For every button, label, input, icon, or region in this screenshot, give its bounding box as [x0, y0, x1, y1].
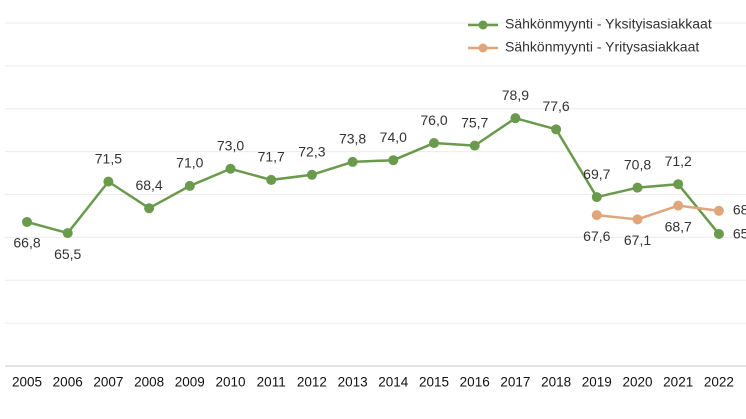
- data-point: [469, 140, 480, 151]
- data-point: [388, 155, 399, 166]
- series-line: [596, 204, 720, 221]
- legend-label: Sähkönmyynti - Yksityisasiakkaat: [505, 16, 712, 32]
- data-point: [184, 180, 195, 191]
- data-point: [591, 192, 602, 203]
- data-point: [225, 163, 236, 174]
- x-tick-label: 2021: [663, 375, 693, 390]
- x-tick-label: 2011: [257, 375, 286, 390]
- x-tick-label: 2010: [215, 375, 245, 390]
- x-tick-label: 2017: [500, 375, 530, 390]
- data-label: 76,0: [420, 112, 447, 128]
- data-label: 67,6: [583, 228, 610, 244]
- x-tick-label: 2005: [12, 375, 42, 390]
- data-point: [62, 228, 73, 239]
- data-label: 68: [733, 201, 746, 217]
- data-label: 73,0: [217, 137, 244, 153]
- data-point: [632, 214, 643, 225]
- series-line: [26, 116, 720, 235]
- x-tick-label: 2012: [297, 375, 327, 390]
- x-tick-label: 2014: [378, 375, 409, 390]
- data-point: [713, 205, 724, 216]
- data-point: [713, 228, 724, 239]
- data-label: 75,7: [461, 114, 488, 130]
- legend-label: Sähkönmyynti - Yritysasiakkaat: [505, 39, 699, 55]
- data-point: [306, 169, 317, 180]
- data-point: [266, 174, 277, 185]
- data-label: 71,2: [665, 153, 692, 169]
- x-tick-label: 2018: [541, 375, 571, 390]
- data-point: [429, 138, 439, 149]
- data-label: 72,3: [298, 143, 325, 159]
- data-point: [510, 113, 521, 124]
- data-label: 68,4: [135, 177, 162, 193]
- data-label: 67,1: [624, 232, 651, 248]
- data-label: 74,0: [380, 129, 407, 145]
- x-tick-label: 2020: [622, 375, 652, 390]
- x-tick-label: 2008: [134, 375, 164, 390]
- x-tick-label: 2019: [582, 375, 612, 390]
- data-point: [673, 179, 684, 190]
- data-label: 65,5: [54, 246, 81, 262]
- data-label: 73,8: [339, 131, 366, 147]
- data-label: 68,7: [665, 218, 692, 234]
- data-point: [144, 203, 155, 214]
- x-tick-label: 2007: [93, 375, 123, 390]
- x-tick-label: 2022: [704, 375, 734, 390]
- data-label: 70,8: [624, 156, 651, 172]
- data-label: 71,7: [258, 149, 285, 165]
- data-point: [673, 200, 684, 211]
- data-label: 66,8: [13, 235, 40, 251]
- x-tick-label: 2009: [175, 375, 205, 390]
- data-label: 69,7: [583, 166, 610, 182]
- legend-marker: [478, 20, 488, 30]
- x-tick-label: 2015: [419, 375, 449, 390]
- data-label: 78,9: [502, 87, 529, 103]
- x-tick-label: 2016: [460, 375, 490, 390]
- data-label: 77,6: [542, 98, 569, 114]
- data-label: 71,5: [95, 150, 122, 166]
- data-point: [103, 176, 114, 187]
- data-label: 65: [733, 226, 746, 242]
- data-point: [347, 156, 358, 167]
- legend-marker: [478, 43, 488, 53]
- data-point: [551, 124, 562, 135]
- data-point: [22, 216, 32, 227]
- data-label: 71,0: [176, 155, 203, 171]
- data-point: [591, 210, 602, 221]
- x-tick-label: 2006: [53, 375, 83, 390]
- x-tick-label: 2013: [338, 375, 368, 390]
- data-point: [632, 182, 643, 193]
